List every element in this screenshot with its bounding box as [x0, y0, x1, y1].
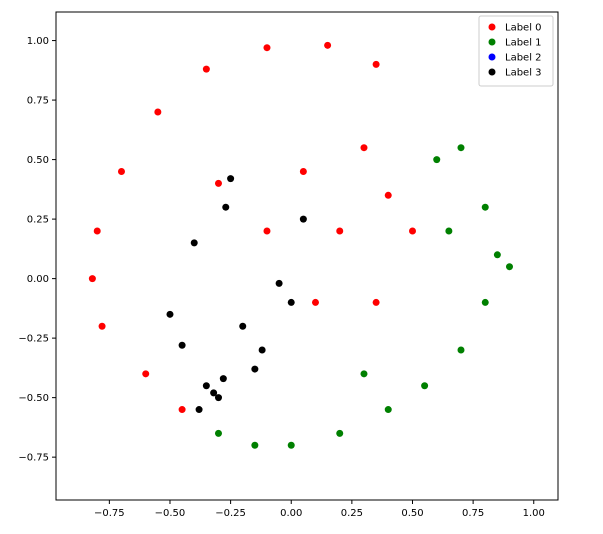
series-label-1 — [214, 144, 513, 449]
data-point — [336, 227, 344, 235]
data-point — [142, 370, 150, 378]
data-point — [457, 144, 465, 152]
legend-marker — [488, 53, 496, 61]
x-tick-label: 0.50 — [401, 508, 423, 519]
data-point — [239, 322, 247, 330]
x-tick-label: −0.50 — [155, 508, 186, 519]
data-point — [421, 382, 429, 390]
data-point — [214, 179, 222, 187]
y-tick-label: −0.75 — [18, 453, 49, 464]
data-point — [154, 108, 162, 116]
data-point — [263, 227, 271, 235]
data-point — [372, 60, 380, 68]
data-point — [214, 429, 222, 437]
data-point — [93, 227, 101, 235]
data-point — [433, 156, 441, 164]
data-point — [299, 215, 307, 223]
data-point — [202, 65, 210, 73]
data-point — [98, 322, 106, 330]
x-tick-label: 0.25 — [341, 508, 363, 519]
y-tick-label: 0.75 — [27, 96, 49, 107]
data-point — [372, 298, 380, 306]
x-tick-label: 1.00 — [523, 508, 545, 519]
data-point — [457, 346, 465, 354]
data-point — [251, 441, 259, 449]
data-point — [202, 382, 210, 390]
x-axis: −0.75 −0.50 −0.25 0.00 0.25 0.50 0.75 1.00 — [94, 500, 545, 519]
x-tick-label: 0.75 — [462, 508, 484, 519]
data-point — [178, 341, 186, 349]
data-point — [311, 298, 319, 306]
legend-label: Label 2 — [505, 53, 542, 64]
data-point — [190, 239, 198, 247]
data-point — [263, 44, 271, 52]
data-point — [481, 203, 489, 211]
data-point — [324, 41, 332, 49]
legend-label: Label 1 — [505, 38, 542, 49]
data-point — [481, 298, 489, 306]
data-point — [88, 275, 96, 283]
data-point — [195, 406, 203, 414]
x-tick-label: −0.75 — [94, 508, 125, 519]
data-point — [214, 394, 222, 402]
data-point — [219, 375, 227, 383]
points-layer — [88, 41, 513, 449]
x-tick-label: −0.25 — [215, 508, 246, 519]
data-point — [251, 365, 259, 373]
data-point — [493, 251, 501, 259]
legend: Label 0 Label 1 Label 2 Label 3 — [478, 15, 554, 87]
data-point — [227, 175, 235, 183]
series-label-3 — [166, 175, 307, 414]
data-point — [117, 167, 125, 175]
legend-marker — [488, 38, 496, 46]
data-point — [210, 389, 218, 397]
y-tick-label: 0.25 — [27, 215, 49, 226]
legend-label: Label 3 — [505, 68, 542, 79]
data-point — [336, 429, 344, 437]
y-tick-label: −0.25 — [18, 334, 49, 345]
data-point — [408, 227, 416, 235]
data-point — [222, 203, 230, 211]
y-tick-label: −0.50 — [18, 393, 49, 404]
data-point — [360, 144, 368, 152]
legend-label: Label 0 — [505, 23, 542, 34]
x-tick-label: 0.00 — [280, 508, 302, 519]
legend-marker — [488, 68, 496, 76]
data-point — [360, 370, 368, 378]
legend-marker — [488, 23, 496, 31]
data-point — [505, 263, 513, 271]
series-label-0 — [88, 41, 416, 414]
data-point — [275, 279, 283, 287]
y-tick-label: 0.00 — [27, 274, 49, 285]
data-point — [299, 167, 307, 175]
data-point — [287, 298, 295, 306]
data-point — [258, 346, 266, 354]
data-point — [287, 441, 295, 449]
y-axis: −0.75 −0.50 −0.25 0.00 0.25 0.50 0.75 1.00 — [18, 36, 56, 464]
data-point — [384, 191, 392, 199]
y-tick-label: 1.00 — [27, 36, 49, 47]
data-point — [445, 227, 453, 235]
plot-frame — [55, 11, 559, 501]
y-tick-label: 0.50 — [27, 155, 49, 166]
data-point — [384, 406, 392, 414]
legend-box — [478, 15, 554, 87]
data-point — [178, 406, 186, 414]
data-point — [166, 310, 174, 318]
